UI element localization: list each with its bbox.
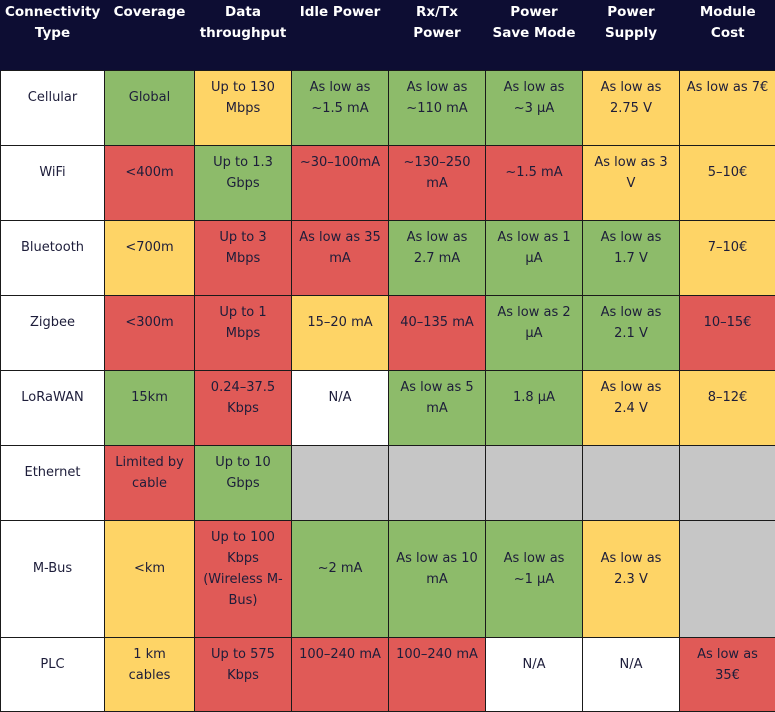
table-cell: Up to 575 Kbps [195, 637, 292, 711]
table-row: WiFi <400m Up to 1.3 Gbps ~30–100mA ~130… [1, 145, 775, 220]
table-cell: 7–10€ [680, 220, 775, 295]
table-cell: Global [105, 70, 195, 145]
header-module-cost: Module Cost [680, 0, 775, 70]
row-label: Cellular [1, 70, 105, 145]
table-cell: Up to 100 Kbps (Wireless M-Bus) [195, 520, 292, 637]
table-cell: 1.8 μA [486, 370, 583, 445]
row-label: WiFi [1, 145, 105, 220]
row-label: LoRaWAN [1, 370, 105, 445]
table-cell: ~30–100mA [292, 145, 389, 220]
row-label: PLC [1, 637, 105, 711]
table-cell: As low as 2.3 V [583, 520, 680, 637]
table-cell: 0.24–37.5 Kbps [195, 370, 292, 445]
table-cell: <km [105, 520, 195, 637]
table-cell: As low as 10 mA [389, 520, 486, 637]
table-cell: Up to 10 Gbps [195, 445, 292, 520]
table-cell: 100–240 mA [389, 637, 486, 711]
table-row: Cellular Global Up to 130 Mbps As low as… [1, 70, 775, 145]
table-cell: Up to 3 Mbps [195, 220, 292, 295]
row-label: Bluetooth [1, 220, 105, 295]
table-row: Ethernet Limited by cable Up to 10 Gbps [1, 445, 775, 520]
table-row: PLC 1 km cables Up to 575 Kbps 100–240 m… [1, 637, 775, 711]
table-cell [583, 445, 680, 520]
table-cell: As low as 1.7 V [583, 220, 680, 295]
table-cell: As low as 1 μA [486, 220, 583, 295]
table-cell: N/A [583, 637, 680, 711]
table-cell: Up to 1 Mbps [195, 295, 292, 370]
table-cell [292, 445, 389, 520]
table-cell: 8–12€ [680, 370, 775, 445]
table-row: Zigbee <300m Up to 1 Mbps 15–20 mA 40–13… [1, 295, 775, 370]
table-cell [486, 445, 583, 520]
table-cell: 100–240 mA [292, 637, 389, 711]
table-cell: As low as 35€ [680, 637, 775, 711]
row-label: M-Bus [1, 520, 105, 637]
table-cell [680, 445, 775, 520]
table-cell: Limited by cable [105, 445, 195, 520]
row-label: Ethernet [1, 445, 105, 520]
table-cell: 15–20 mA [292, 295, 389, 370]
table-row: Bluetooth <700m Up to 3 Mbps As low as 3… [1, 220, 775, 295]
header-coverage: Coverage [105, 0, 195, 70]
table-cell: ~2 mA [292, 520, 389, 637]
table-cell: As low as ~1.5 mA [292, 70, 389, 145]
table-cell: As low as ~3 μA [486, 70, 583, 145]
row-label: Zigbee [1, 295, 105, 370]
table-cell: As low as 2.4 V [583, 370, 680, 445]
table-cell: As low as 3 V [583, 145, 680, 220]
table-cell: As low as 35 mA [292, 220, 389, 295]
header-idle-power: Idle Power [292, 0, 389, 70]
table-cell: 10–15€ [680, 295, 775, 370]
header-connectivity-type: Connectivity Type [1, 0, 105, 70]
table-cell: As low as 2.1 V [583, 295, 680, 370]
table-cell: 15km [105, 370, 195, 445]
table-cell: As low as ~110 mA [389, 70, 486, 145]
table-row: LoRaWAN 15km 0.24–37.5 Kbps N/A As low a… [1, 370, 775, 445]
table-cell: ~130–250 mA [389, 145, 486, 220]
table-cell: 5–10€ [680, 145, 775, 220]
table-cell: As low as 2.75 V [583, 70, 680, 145]
table-cell: 1 km cables [105, 637, 195, 711]
table-cell: As low as 7€ [680, 70, 775, 145]
header-power-supply: Power Supply [583, 0, 680, 70]
table-cell: N/A [292, 370, 389, 445]
table-cell [680, 520, 775, 637]
table-cell: As low as 2.7 mA [389, 220, 486, 295]
table-cell: Up to 1.3 Gbps [195, 145, 292, 220]
table-cell: <300m [105, 295, 195, 370]
table-cell: N/A [486, 637, 583, 711]
table-cell: <400m [105, 145, 195, 220]
table-cell: As low as ~1 μA [486, 520, 583, 637]
table-cell [389, 445, 486, 520]
header-power-save-mode: Power Save Mode [486, 0, 583, 70]
table-row: M-Bus <km Up to 100 Kbps (Wireless M-Bus… [1, 520, 775, 637]
table-cell: As low as 2 μA [486, 295, 583, 370]
header-row: Connectivity Type Coverage Data throughp… [1, 0, 775, 70]
table-cell: 40–135 mA [389, 295, 486, 370]
header-rx-tx-power: Rx/Tx Power [389, 0, 486, 70]
table-cell: Up to 130 Mbps [195, 70, 292, 145]
table-cell: As low as 5 mA [389, 370, 486, 445]
header-data-throughput: Data throughput [195, 0, 292, 70]
table-cell: ~1.5 mA [486, 145, 583, 220]
table-cell: <700m [105, 220, 195, 295]
